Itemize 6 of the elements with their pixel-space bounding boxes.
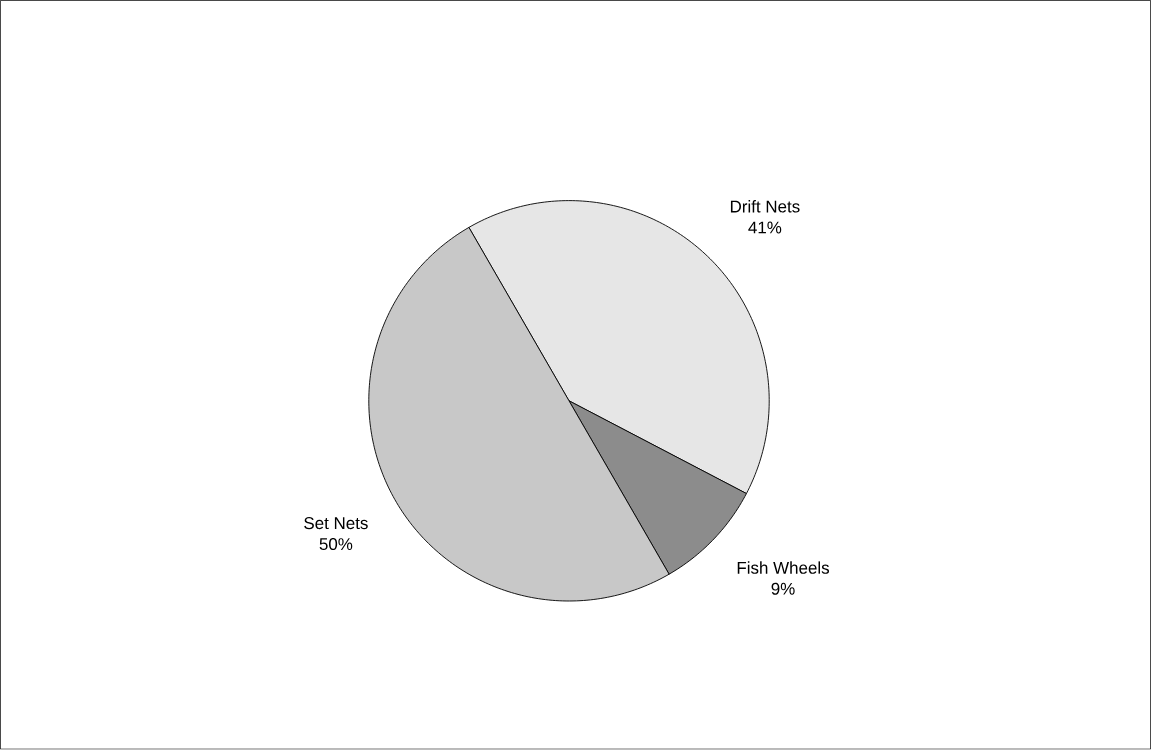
slice-label: Fish Wheels bbox=[737, 561, 830, 575]
slice-label: Set Nets bbox=[304, 517, 368, 530]
slice-label: Drift Nets bbox=[730, 200, 800, 213]
data-label: 41% bbox=[748, 221, 782, 234]
data-label: 50% bbox=[319, 538, 353, 551]
data-label: 9% bbox=[771, 582, 795, 595]
